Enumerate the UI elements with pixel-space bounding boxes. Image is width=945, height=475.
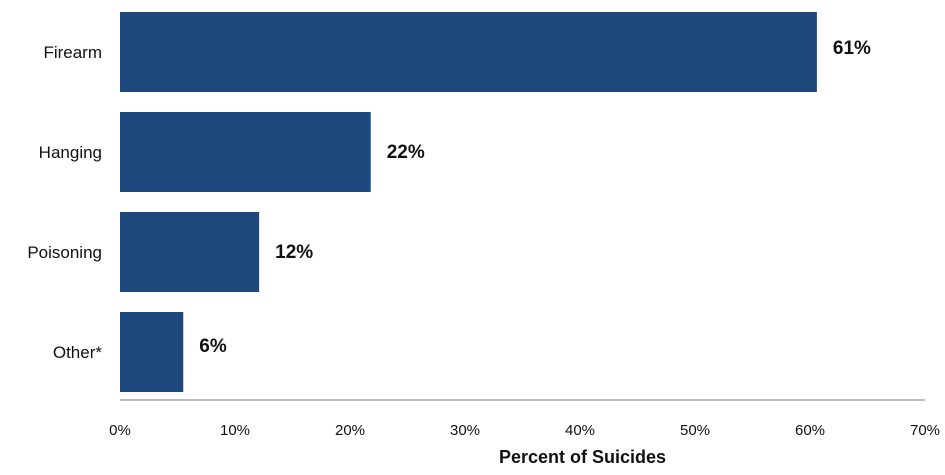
- x-tick-label: 40%: [565, 422, 595, 439]
- x-axis-title: Percent of Suicides: [499, 447, 666, 467]
- bar-other: [120, 312, 184, 392]
- x-tick-label: 30%: [450, 422, 480, 439]
- labels-layer: Firearm 61% Hanging 22% Poisoning 12% Other* 6%: [27, 38, 871, 362]
- bars-layer: [120, 12, 817, 392]
- x-tick-label: 50%: [680, 422, 710, 439]
- category-label: Hanging: [39, 143, 102, 162]
- data-label: 6%: [199, 336, 227, 357]
- x-tick-label: 60%: [795, 422, 825, 439]
- data-label: 61%: [833, 38, 871, 59]
- category-label: Other*: [53, 343, 103, 362]
- x-ticks-layer: 0% 10% 20% 30% 40% 50% 60% 70%: [109, 422, 940, 439]
- x-tick-label: 70%: [910, 422, 940, 439]
- x-tick-label: 0%: [109, 422, 131, 439]
- data-label: 22%: [387, 142, 425, 163]
- data-label: 12%: [275, 242, 313, 263]
- x-tick-label: 20%: [335, 422, 365, 439]
- bar-hanging: [120, 112, 371, 192]
- category-label: Firearm: [43, 43, 102, 62]
- bar-poisoning: [120, 212, 260, 292]
- x-tick-label: 10%: [220, 422, 250, 439]
- bar-firearm: [120, 12, 817, 92]
- category-label: Poisoning: [27, 243, 102, 262]
